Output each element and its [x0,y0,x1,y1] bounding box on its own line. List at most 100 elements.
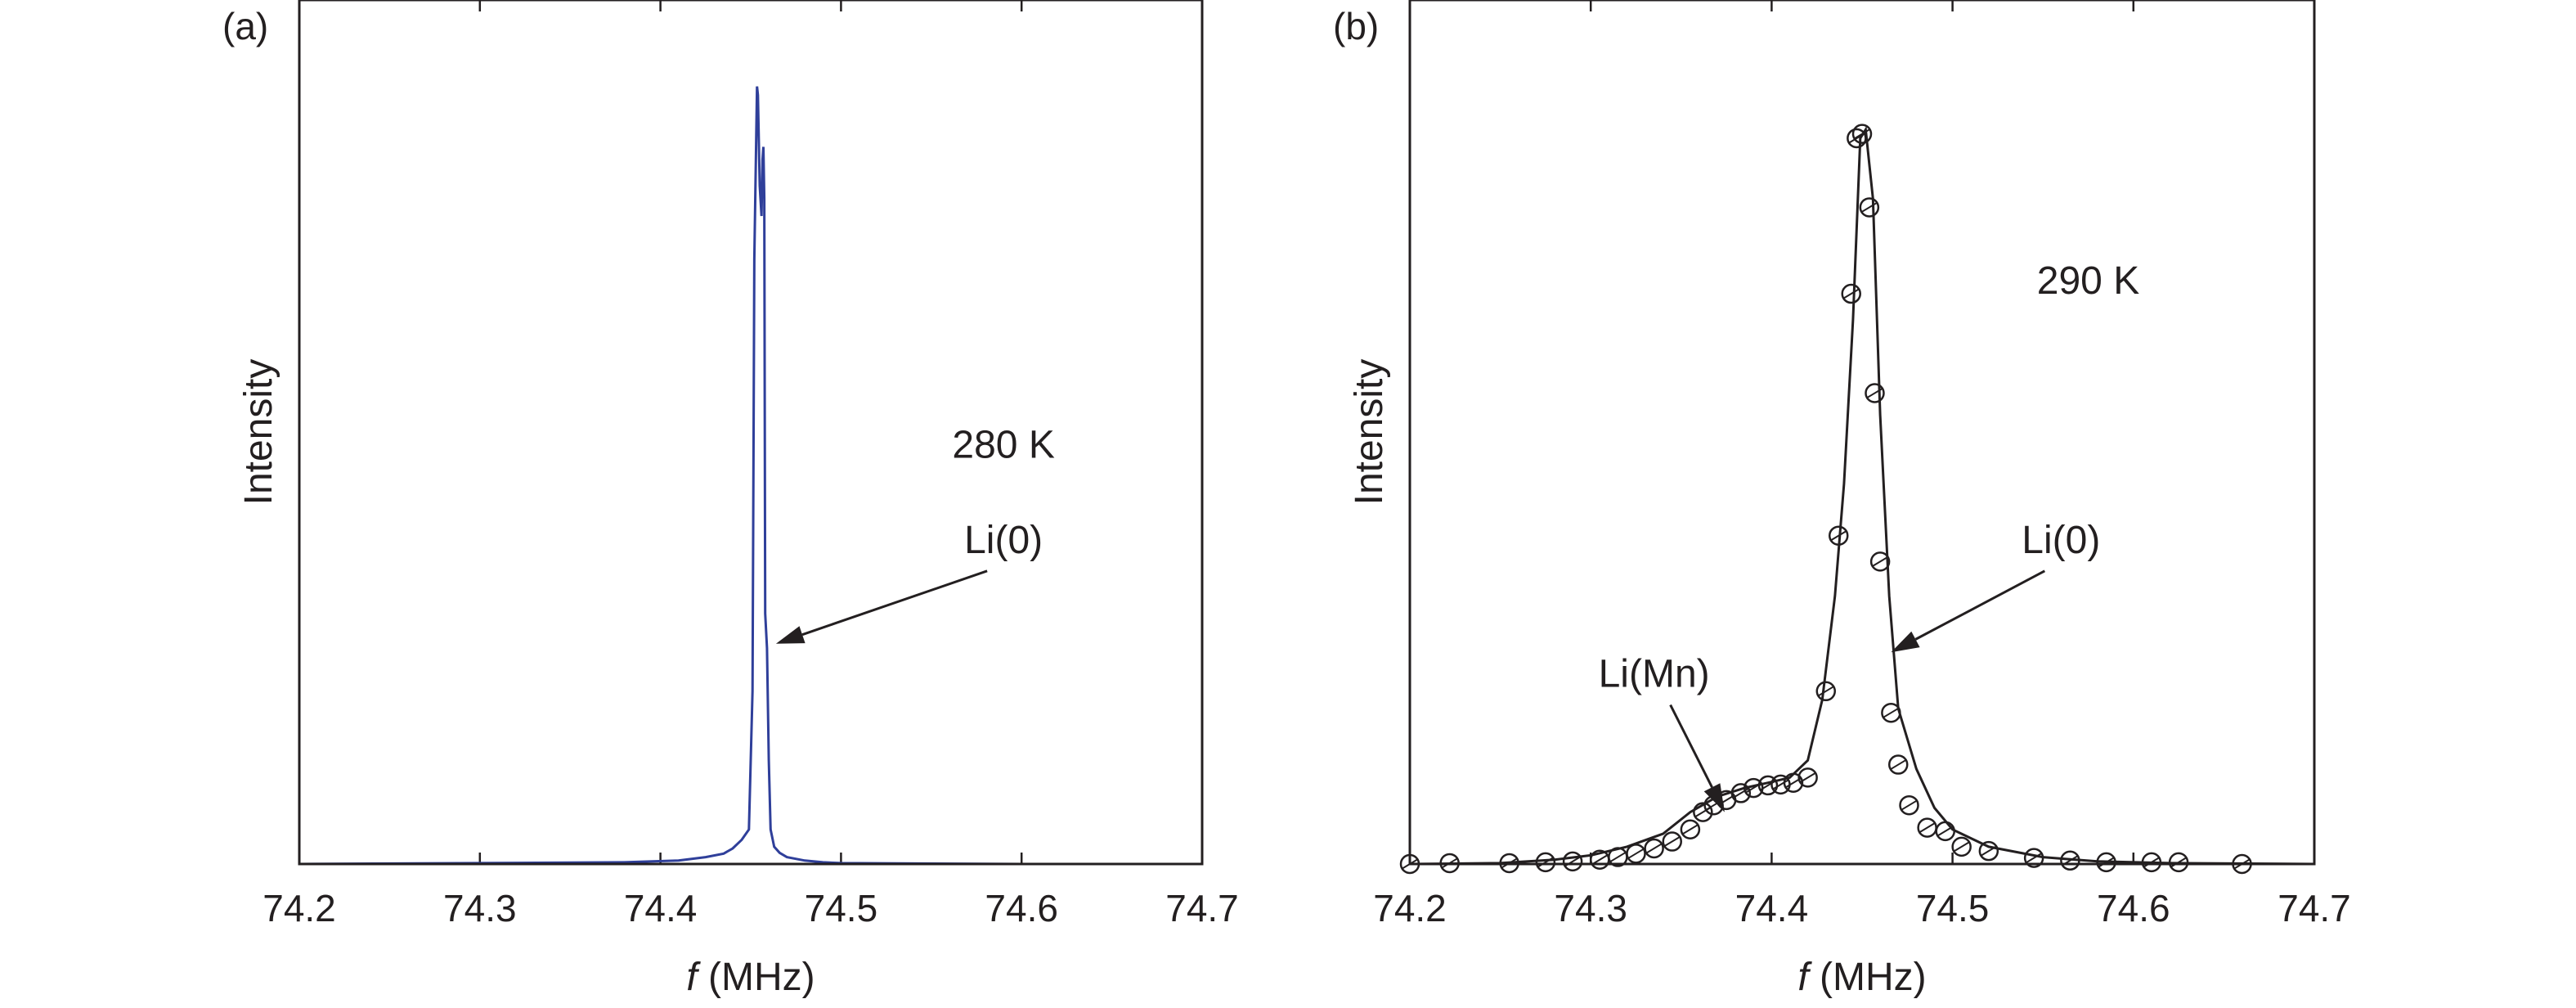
x-tick-label-a-5: 74.7 [1165,887,1239,929]
data-point-b-38 [2141,852,2162,873]
data-point-slash-b-20 [1817,685,1835,697]
data-point-b-14 [1730,783,1752,803]
data-point-b-34 [1978,840,1999,862]
annotations-a: 280 K Li(0) [775,424,1055,644]
data-point-b-7 [1626,844,1646,864]
data-point-b-28 [1881,702,1901,723]
x-tick-label-b-3: 74.5 [1916,887,1990,929]
data-point-b-3 [1535,852,1556,873]
x-tick-label-b-0: 74.2 [1373,887,1447,929]
data-point-b-29 [1887,754,1909,775]
data-point-slash-b-37 [2098,857,2116,868]
data-point-slash-b-30 [1900,799,1919,812]
x-tick-label-a-0: 74.2 [263,887,336,929]
x-axis-label-unit-b: (MHz) [1809,956,1927,999]
data-point-slash-b-27 [1871,556,1889,568]
annotation-b-2: Li(Mn) [1599,653,1710,696]
data-point-b-21 [1828,525,1849,546]
data-point-slash-b-14 [1732,787,1750,799]
data-point-slash-b-16 [1759,780,1777,791]
data-point-b-37 [2096,852,2116,873]
x-tick-labels-a: 74.2 74.3 74.4 74.5 74.6 74.7 [263,887,1239,929]
data-point-slash-b-39 [2170,857,2188,868]
data-point-slash-b-26 [1865,387,1883,399]
annotation-b-0: 290 K [2037,259,2139,303]
x-tick-label-a-2: 74.4 [624,887,698,929]
data-point-slash-b-21 [1829,529,1847,542]
data-point-b-22 [1841,283,1861,304]
x-tick-label-b-1: 74.3 [1554,887,1627,929]
data-point-slash-b-7 [1627,848,1645,860]
data-point-slash-b-10 [1681,823,1699,835]
data-point-b-16 [1757,775,1779,796]
annotation-arrow-head-a-1 [775,626,806,644]
data-point-b-10 [1680,819,1701,840]
data-point-slash-b-8 [1645,843,1663,854]
annotation-arrow-line-b-2 [1669,704,1713,788]
data-points-b [1399,124,2252,875]
data-point-slash-b-23 [1847,133,1865,144]
y-axis-label-a: Intensity [237,359,280,506]
annotation-arrow-line-a-1 [801,569,988,637]
data-point-slash-b-3 [1537,857,1555,868]
data-point-slash-b-32 [1936,826,1954,837]
x-tick-label-b-5: 74.7 [2278,887,2351,929]
x-axis-label-b: f (MHz) [1797,956,1926,999]
series-line-a [298,86,1202,866]
y-axis-label-b: Intensity [1348,359,1391,506]
x-tick-label-a-4: 74.6 [985,887,1058,929]
x-tick-label-b-4: 74.6 [2097,887,2170,929]
panel-label-b: (b) [1333,5,1379,47]
data-point-b-4 [1562,851,1583,872]
x-tick-labels-b: 74.2 74.3 74.4 74.5 74.6 74.7 [1373,887,2351,929]
data-point-b-35 [2023,848,2044,868]
x-ticks-b [1408,0,2316,864]
x-tick-label-a-3: 74.5 [805,887,878,929]
data-point-b-20 [1815,681,1837,702]
data-point-slash-b-9 [1663,835,1681,848]
data-point-slash-b-33 [1953,841,1971,853]
data-point-slash-b-31 [1919,821,1936,834]
data-point-b-26 [1865,383,1885,403]
data-point-slash-b-6 [1609,851,1627,863]
x-axis-label-unit-a: (MHz) [698,956,815,999]
plot-frame-b [1408,0,2316,866]
data-point-b-32 [1935,821,1956,842]
data-point-b-33 [1951,836,1972,857]
data-point-slash-b-22 [1842,288,1860,299]
data-point-b-8 [1644,838,1664,859]
data-point-b-23 [1847,128,1867,149]
data-point-b-25 [1859,197,1880,218]
series-line-b-fit [1409,125,2315,866]
x-tick-label-a-1: 74.3 [443,887,517,929]
data-point-slash-b-19 [1799,772,1817,784]
data-point-slash-b-28 [1882,707,1900,719]
annotation-b-1: Li(0) [2022,519,2100,562]
annotation-a-0: 280 K [952,424,1054,467]
data-point-b-39 [2168,852,2189,873]
data-point-b-18 [1783,772,1804,793]
data-point-slash-b-24 [1853,128,1871,140]
data-point-b-19 [1797,767,1818,788]
data-point-b-36 [2060,850,2080,871]
annotations-b: 290 K Li(0) Li(Mn) [1599,259,2139,812]
chart-panel-b: (b) Intensity 74.2 74.3 74.4 74.5 74.6 74.7 f… [1333,0,2351,999]
data-point-slash-b-29 [1889,758,1907,771]
data-point-b-30 [1899,794,1919,816]
annotation-a-1: Li(0) [964,519,1043,562]
data-point-slash-b-35 [2025,852,2043,864]
data-point-b-24 [1851,124,1873,144]
annotation-arrow-head-b-1 [1891,631,1920,653]
data-point-b-27 [1869,551,1891,572]
chart-panel-a: (a) Intensity 74.2 74.3 74.4 74.5 74.6 74.7 f… [222,0,1239,999]
data-point-slash-b-25 [1860,201,1878,214]
x-tick-label-b-2: 74.4 [1735,887,1809,929]
data-point-slash-b-34 [1980,845,1998,857]
x-axis-label-a: f (MHz) [686,956,815,999]
data-point-b-9 [1662,831,1682,852]
data-point-slash-b-38 [2143,857,2161,868]
annotation-arrow-line-b-1 [1914,569,2046,641]
data-point-b-11 [1693,802,1713,822]
panel-label-a: (a) [222,5,268,47]
